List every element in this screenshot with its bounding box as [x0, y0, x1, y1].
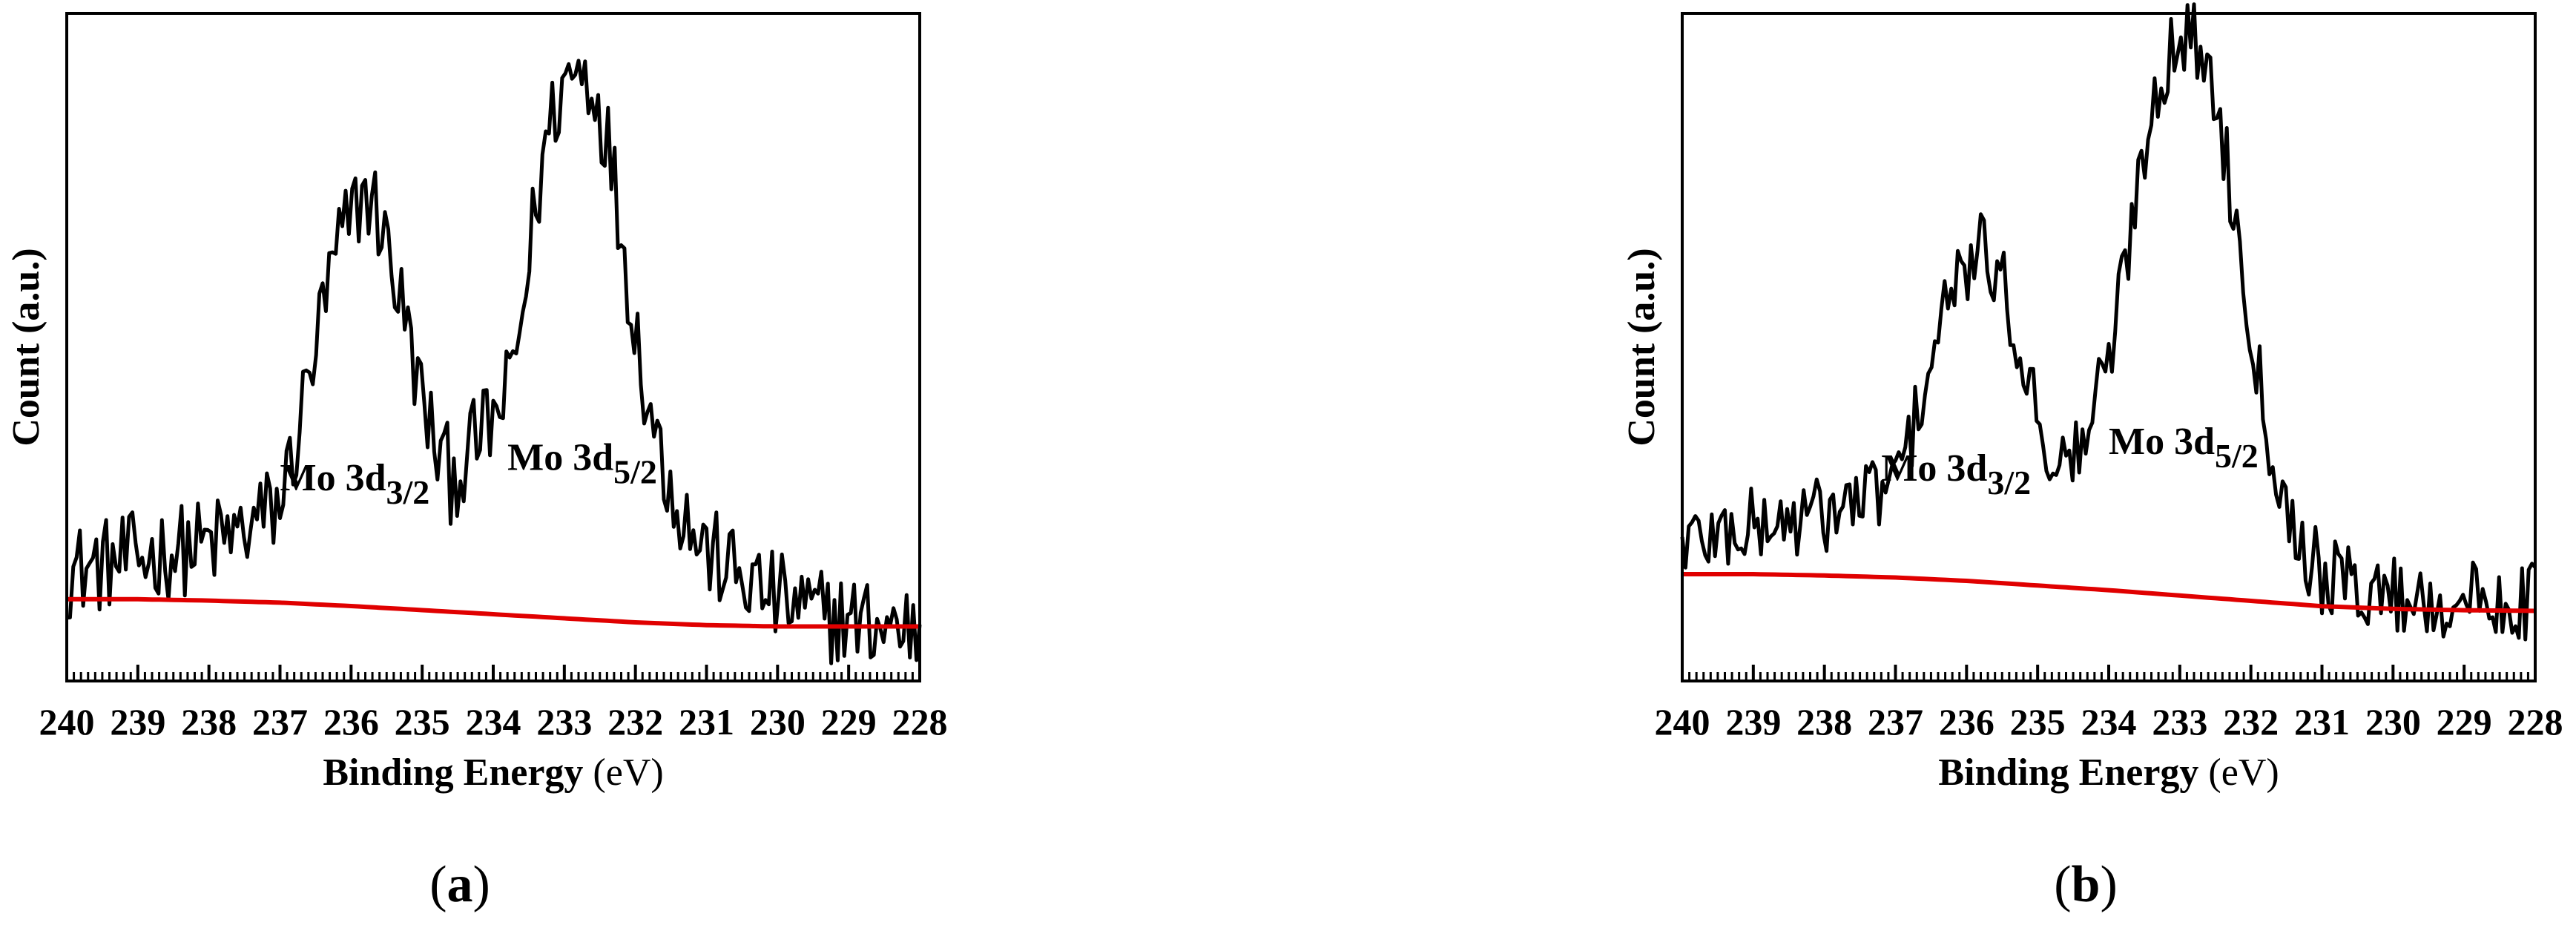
y-axis-title: Count (a.u.): [1621, 248, 1663, 446]
x-tick-label: 228: [2508, 701, 2563, 743]
x-tick-label: 234: [2081, 701, 2137, 743]
x-tick-label: 229: [821, 701, 877, 743]
x-tick-label: 233: [536, 701, 592, 743]
panel-label: (b): [2054, 856, 2118, 913]
x-tick-label: 231: [2294, 701, 2350, 743]
y-axis-title: Count (a.u.): [5, 248, 47, 446]
x-tick-label: 236: [1939, 701, 1994, 743]
x-tick-label: 235: [395, 701, 450, 743]
plot-frame: [65, 12, 921, 682]
x-tick-label: 239: [110, 701, 165, 743]
x-tick-label: 230: [2365, 701, 2421, 743]
x-tick-label: 231: [679, 701, 734, 743]
x-tick-label: 236: [323, 701, 379, 743]
peak-label: Mo 3d5/2: [2109, 421, 2259, 475]
chart-panel-b: 240 239 238 237 236 235 234 233 232 231 230 229 228 B…: [1621, 2, 2563, 913]
x-tick-label: 237: [1868, 701, 1923, 743]
x-axis-title: Binding Energy (eV): [1938, 751, 2279, 794]
x-tick-label: 232: [2223, 701, 2279, 743]
background-line-a: [67, 596, 920, 629]
x-tick-label: 229: [2437, 701, 2492, 743]
x-tick-label: 228: [892, 701, 948, 743]
spectrum-line-a: [66, 59, 922, 665]
x-tick-label: 232: [607, 701, 663, 743]
spectrum-line-b: [1680, 2, 2537, 642]
x-axis-title: Binding Energy (eV): [323, 751, 663, 794]
chart-panel-a: 240 239 238 237 236 235 234 233 232 231 230 229 228 B…: [5, 12, 948, 913]
x-tick-label: 238: [181, 701, 237, 743]
x-tick-label: 235: [2010, 701, 2066, 743]
x-tick-label: 240: [1655, 701, 1710, 743]
panel-label: (a): [429, 856, 490, 913]
background-line-b: [1682, 572, 2536, 613]
peak-label: Mo 3d5/2: [507, 436, 657, 490]
peak-label: Mo 3d3/2: [280, 457, 430, 511]
x-tick-label: 238: [1796, 701, 1852, 743]
x-tick-label: 234: [466, 701, 521, 743]
x-tick-label: 233: [2152, 701, 2207, 743]
x-tick-label: 237: [252, 701, 308, 743]
peak-label: Mo 3d3/2: [1881, 447, 2031, 501]
x-tick-label: 230: [750, 701, 806, 743]
x-tick-label: 239: [1725, 701, 1781, 743]
x-tick-label: 240: [39, 701, 95, 743]
